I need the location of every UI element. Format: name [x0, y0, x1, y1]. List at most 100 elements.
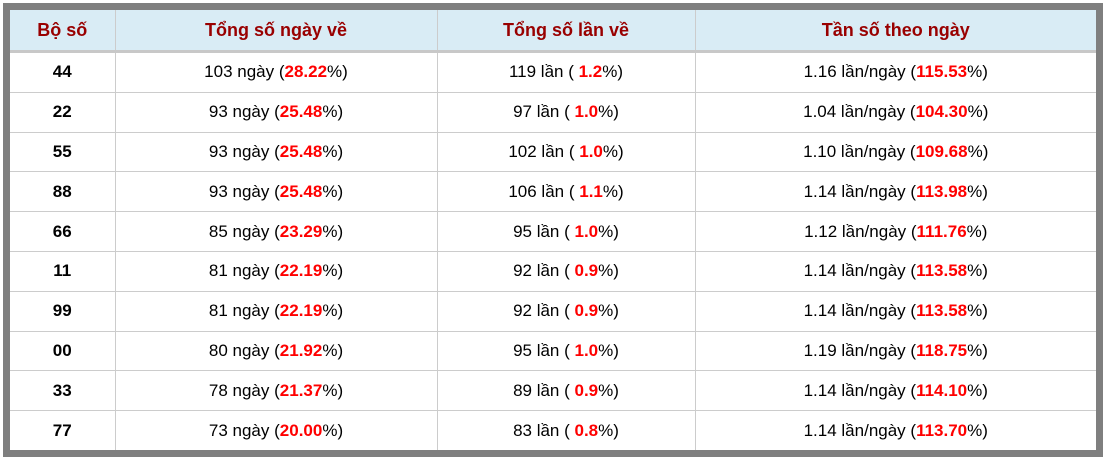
freq-text: 1.04 lần/ngày (	[803, 102, 916, 122]
days-percent: 25.48	[279, 102, 323, 122]
table-row: 22 93 ngày (25.48%) 97 lần ( 1.0%) 1.04 …	[10, 91, 1096, 133]
freq-cell: 1.14 lần/ngày (113.98%)	[694, 171, 1096, 212]
freq-suffix: %)	[967, 380, 988, 400]
stats-table-frame: Bộ số Tổng số ngày về Tổng số lần về Tần…	[3, 3, 1103, 457]
freq-percent: 111.76	[916, 221, 967, 241]
days-cell: 103 ngày (28.22%)	[114, 51, 437, 93]
times-cell: 89 lần ( 0.9%)	[436, 370, 695, 411]
lottery-pair-stats-table: Bộ số Tổng số ngày về Tổng số lần về Tần…	[10, 10, 1096, 450]
freq-suffix: %)	[967, 102, 989, 122]
days-percent: 21.92	[279, 340, 323, 360]
times-suffix: %)	[598, 340, 619, 360]
times-suffix: %)	[602, 142, 624, 161]
times-text: 95 lần (	[513, 340, 575, 360]
freq-text: 1.12 lần/ngày (	[804, 221, 917, 241]
times-cell: 102 lần ( 1.0%)	[436, 131, 695, 172]
times-text: 106 lần (	[508, 181, 580, 201]
days-percent: 20.00	[279, 420, 323, 440]
days-cell: 85 ngày (23.29%)	[114, 211, 437, 252]
times-suffix: %)	[598, 261, 619, 281]
freq-suffix: %)	[967, 340, 988, 360]
days-cell: 93 ngày (25.48%)	[114, 171, 437, 212]
times-percent: 1.0	[579, 142, 603, 161]
table-row: 99 81 ngày (22.19%) 92 lần ( 0.9%) 1.14 …	[10, 290, 1096, 332]
freq-text: 1.10 lần/ngày (	[803, 142, 916, 161]
days-percent: 28.22	[284, 62, 328, 82]
times-cell: 92 lần ( 0.9%)	[436, 290, 695, 332]
freq-suffix: %)	[967, 261, 988, 281]
days-text: 93 ngày (	[208, 181, 280, 201]
days-suffix: %)	[322, 221, 344, 241]
freq-cell: 1.14 lần/ngày (113.58%)	[694, 251, 1096, 292]
header-pair: Bộ số	[10, 10, 115, 53]
days-text: 81 ngày (	[208, 261, 280, 281]
freq-percent: 113.58	[916, 301, 968, 321]
table-row: 66 85 ngày (23.29%) 95 lần ( 1.0%) 1.12 …	[10, 211, 1096, 252]
days-percent: 23.29	[279, 221, 323, 241]
freq-text: 1.16 lần/ngày (	[803, 62, 917, 82]
freq-text: 1.14 lần/ngày (	[803, 420, 917, 440]
days-cell: 80 ngày (21.92%)	[114, 330, 437, 371]
pair-cell: 22	[10, 91, 115, 133]
days-cell: 81 ngày (22.19%)	[114, 251, 437, 292]
freq-suffix: %)	[967, 420, 988, 440]
days-cell: 93 ngày (25.48%)	[114, 91, 437, 133]
times-cell: 95 lần ( 1.0%)	[436, 211, 695, 252]
freq-percent: 104.30	[915, 102, 968, 122]
freq-suffix: %)	[967, 301, 988, 321]
times-text: 119 lần (	[508, 62, 579, 82]
table-row: 00 80 ngày (21.92%) 95 lần ( 1.0%) 1.19 …	[10, 330, 1096, 371]
freq-text: 1.14 lần/ngày (	[803, 301, 917, 321]
pair-cell: 11	[10, 251, 115, 292]
table-row: 44 103 ngày (28.22%) 119 lần ( 1.2%) 1.1…	[10, 51, 1096, 93]
freq-cell: 1.12 lần/ngày (111.76%)	[694, 211, 1096, 252]
times-suffix: %)	[598, 380, 619, 400]
times-percent: 0.8	[574, 420, 599, 440]
days-cell: 81 ngày (22.19%)	[114, 290, 437, 332]
days-text: 93 ngày (	[208, 102, 280, 122]
table-row: 88 93 ngày (25.48%) 106 lần ( 1.1%) 1.14…	[10, 171, 1096, 212]
freq-text: 1.14 lần/ngày (	[803, 181, 917, 201]
days-cell: 78 ngày (21.37%)	[114, 370, 437, 411]
days-text: 93 ngày (	[208, 142, 280, 161]
days-suffix: %)	[322, 340, 344, 360]
freq-cell: 1.19 lần/ngày (118.75%)	[694, 330, 1096, 371]
days-suffix: %)	[322, 261, 344, 281]
pair-cell: 88	[10, 171, 115, 212]
times-percent: 1.0	[574, 340, 599, 360]
pair-cell: 44	[52, 62, 72, 82]
times-text: 92 lần (	[513, 261, 575, 281]
times-text: 83 lần (	[513, 420, 575, 440]
freq-cell: 1.04 lần/ngày (104.30%)	[694, 91, 1096, 133]
days-suffix: %)	[322, 420, 344, 440]
times-suffix: %)	[598, 420, 619, 440]
times-percent: 0.9	[574, 261, 599, 281]
times-percent: 1.1	[579, 181, 603, 201]
pair-cell: 66	[10, 211, 115, 252]
times-text: 95 lần (	[513, 221, 575, 241]
header-total-days: Tổng số ngày về	[114, 10, 437, 53]
pair-cell: 77	[10, 410, 115, 450]
freq-text: 1.19 lần/ngày (	[803, 340, 917, 360]
days-percent: 25.48	[279, 142, 323, 161]
table-row: 77 73 ngày (20.00%) 83 lần ( 0.8%) 1.14 …	[10, 410, 1096, 450]
freq-percent: 109.68	[915, 142, 968, 161]
days-suffix: %)	[322, 380, 344, 400]
days-text: 85 ngày (	[208, 221, 280, 241]
times-percent: 1.0	[574, 102, 599, 122]
pair-cell: 00	[10, 330, 115, 371]
times-cell: 83 lần ( 0.8%)	[436, 410, 695, 450]
times-suffix: %)	[598, 102, 619, 122]
freq-percent: 113.58	[916, 261, 968, 281]
freq-cell: 1.14 lần/ngày (114.10%)	[694, 370, 1096, 411]
times-suffix: %)	[602, 181, 624, 201]
days-percent: 22.19	[279, 261, 323, 281]
times-percent: 0.9	[574, 301, 599, 321]
days-cell: 93 ngày (25.48%)	[114, 131, 437, 172]
times-percent: 1.2	[578, 62, 603, 82]
table-row: 55 93 ngày (25.48%) 102 lần ( 1.0%) 1.10…	[10, 131, 1096, 172]
times-suffix: %)	[598, 301, 619, 321]
freq-percent: 113.70	[916, 420, 968, 440]
days-suffix: %)	[322, 142, 344, 161]
times-suffix: %)	[598, 221, 619, 241]
